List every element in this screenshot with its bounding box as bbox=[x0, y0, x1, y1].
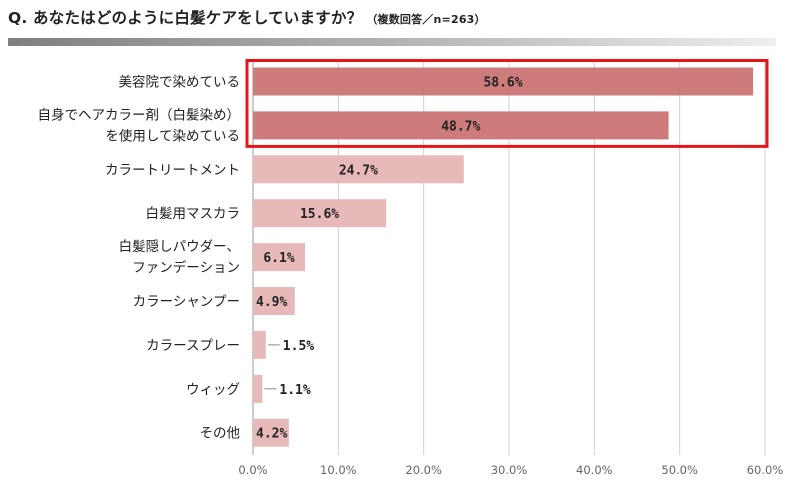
category-label: 美容院で染めている bbox=[119, 74, 241, 91]
value-label: 15.6% bbox=[300, 207, 339, 222]
bar bbox=[253, 111, 669, 140]
bar bbox=[253, 243, 306, 272]
value-label: 1.5% bbox=[283, 339, 314, 354]
category-label: ウィッグ bbox=[186, 382, 240, 398]
category-label: 白髪隠しパウダー、 bbox=[119, 239, 240, 255]
x-tick-label: 0.0% bbox=[238, 463, 267, 477]
value-label: 1.1% bbox=[279, 383, 310, 398]
bar bbox=[253, 287, 295, 315]
category-label: カラートリートメント bbox=[105, 162, 240, 178]
x-tick-label: 40.0% bbox=[576, 463, 613, 477]
bar bbox=[253, 330, 266, 359]
highlight-box bbox=[245, 59, 769, 148]
title-gradient-rule bbox=[8, 38, 776, 46]
value-label: 48.7% bbox=[441, 119, 480, 134]
x-tick-label: 30.0% bbox=[491, 463, 528, 477]
question-title: Q. あなたはどのように白髪ケアをしていますか？ （複数回答／n=263） bbox=[8, 6, 486, 28]
value-label: 4.9% bbox=[256, 295, 287, 310]
bar bbox=[253, 418, 289, 447]
value-label: 4.2% bbox=[256, 427, 287, 442]
category-label: を使用して染めている bbox=[105, 127, 240, 144]
category-label: カラーシャンプー bbox=[133, 294, 240, 310]
x-tick-label: 20.0% bbox=[405, 463, 442, 477]
bar bbox=[253, 155, 464, 184]
category-label: ファンデーション bbox=[132, 259, 240, 276]
bar bbox=[253, 199, 387, 228]
category-label: 自身でヘアカラー剤（白髪染め） bbox=[38, 107, 241, 123]
bar bbox=[253, 67, 754, 96]
value-label: 24.7% bbox=[339, 163, 378, 178]
question-text: Q. あなたはどのように白髪ケアをしていますか？ bbox=[8, 9, 363, 27]
category-label: その他 bbox=[200, 426, 241, 442]
category-label: 白髪用マスカラ bbox=[146, 206, 241, 222]
value-label: 58.6% bbox=[483, 76, 522, 91]
x-tick-label: 50.0% bbox=[661, 463, 698, 477]
sample-note: （複数回答／n=263） bbox=[366, 13, 486, 26]
category-label: カラースプレー bbox=[146, 338, 240, 354]
bar bbox=[253, 374, 263, 403]
x-tick-label: 60.0% bbox=[747, 463, 784, 477]
value-label: 6.1% bbox=[263, 251, 294, 266]
x-tick-label: 10.0% bbox=[320, 463, 357, 477]
